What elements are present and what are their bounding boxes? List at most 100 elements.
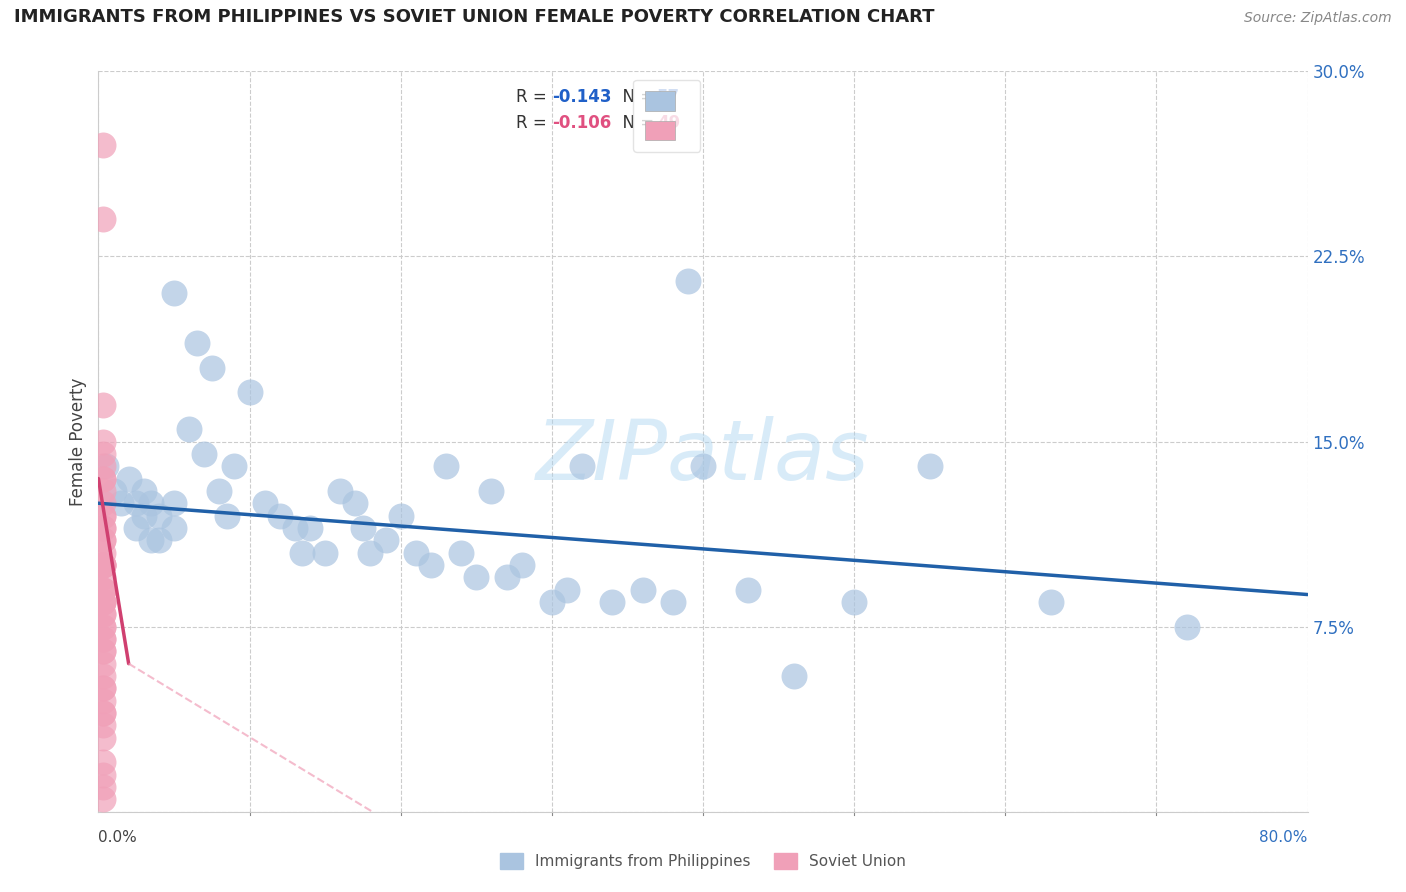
Point: [91, 138, 114, 153]
Point: [284, 521, 307, 535]
Text: 57: 57: [657, 88, 681, 106]
Point: [179, 422, 201, 436]
Point: [91, 558, 114, 572]
Point: [239, 385, 262, 400]
Point: [91, 496, 114, 510]
Point: [91, 533, 114, 548]
Point: [91, 619, 114, 633]
Point: [91, 681, 114, 696]
Point: [918, 459, 941, 474]
Point: [389, 508, 412, 523]
Text: Source: ZipAtlas.com: Source: ZipAtlas.com: [1244, 12, 1392, 25]
Point: [434, 459, 457, 474]
Point: [1175, 619, 1198, 633]
Point: [91, 792, 114, 806]
Point: [602, 595, 624, 609]
Point: [692, 459, 714, 474]
Point: [91, 731, 114, 745]
Point: [676, 274, 699, 288]
Point: [360, 546, 382, 560]
Point: [91, 706, 114, 720]
Point: [118, 471, 141, 485]
Point: [208, 483, 231, 498]
Point: [91, 632, 114, 646]
Legend: Immigrants from Philippines, Soviet Union: Immigrants from Philippines, Soviet Unio…: [494, 847, 912, 875]
Point: [91, 570, 114, 584]
Point: [465, 570, 488, 584]
Point: [450, 546, 472, 560]
Point: [125, 521, 148, 535]
Point: [352, 521, 374, 535]
Point: [91, 681, 114, 696]
Point: [91, 756, 114, 770]
Text: N =: N =: [613, 88, 659, 106]
Point: [193, 447, 215, 461]
Point: [215, 508, 238, 523]
Point: [132, 483, 155, 498]
Point: [91, 669, 114, 683]
Point: [737, 582, 759, 597]
Point: [224, 459, 246, 474]
Point: [91, 619, 114, 633]
Point: [91, 644, 114, 658]
Point: [163, 496, 186, 510]
Point: [420, 558, 443, 572]
Text: N =: N =: [613, 114, 659, 132]
Point: [329, 483, 352, 498]
Point: [314, 546, 336, 560]
Point: [91, 533, 114, 548]
Point: [405, 546, 427, 560]
Point: [141, 533, 163, 548]
Point: [91, 607, 114, 622]
Text: 80.0%: 80.0%: [1260, 830, 1308, 846]
Point: [91, 582, 114, 597]
Point: [91, 471, 114, 485]
Point: [141, 496, 163, 510]
Point: [91, 595, 114, 609]
Text: 0.0%: 0.0%: [98, 830, 138, 846]
Point: [163, 521, 186, 535]
Point: [661, 595, 683, 609]
Point: [91, 434, 114, 449]
Point: [91, 521, 114, 535]
Point: [571, 459, 593, 474]
Text: R =: R =: [516, 114, 551, 132]
Point: [91, 508, 114, 523]
Point: [125, 496, 148, 510]
Point: [148, 533, 170, 548]
Point: [91, 546, 114, 560]
Point: [91, 767, 114, 781]
Point: [91, 582, 114, 597]
Point: [91, 582, 114, 597]
Point: [91, 398, 114, 412]
Legend: , : ,: [633, 79, 700, 152]
Point: [344, 496, 367, 510]
Point: [91, 694, 114, 708]
Point: [374, 533, 396, 548]
Text: -0.106: -0.106: [551, 114, 612, 132]
Text: -0.143: -0.143: [551, 88, 612, 106]
Point: [540, 595, 562, 609]
Point: [844, 595, 866, 609]
Point: [91, 471, 114, 485]
Point: [269, 508, 291, 523]
Point: [631, 582, 654, 597]
Point: [103, 483, 125, 498]
Y-axis label: Female Poverty: Female Poverty: [69, 377, 87, 506]
Point: [481, 483, 503, 498]
Point: [91, 657, 114, 671]
Point: [132, 508, 155, 523]
Point: [91, 595, 114, 609]
Point: [299, 521, 322, 535]
Text: IMMIGRANTS FROM PHILIPPINES VS SOVIET UNION FEMALE POVERTY CORRELATION CHART: IMMIGRANTS FROM PHILIPPINES VS SOVIET UN…: [14, 8, 935, 26]
Point: [91, 706, 114, 720]
Point: [91, 459, 114, 474]
Point: [91, 607, 114, 622]
Point: [510, 558, 533, 572]
Point: [253, 496, 276, 510]
Point: [91, 644, 114, 658]
Point: [94, 459, 117, 474]
Point: [783, 669, 806, 683]
Point: [91, 521, 114, 535]
Text: 49: 49: [657, 114, 681, 132]
